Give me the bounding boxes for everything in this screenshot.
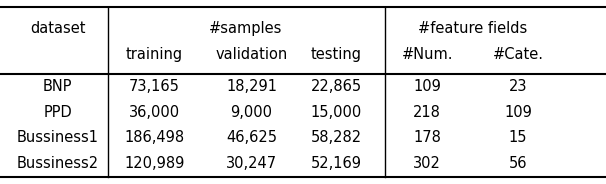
Text: 120,989: 120,989 [124, 156, 185, 171]
Text: 9,000: 9,000 [230, 105, 273, 120]
Text: testing: testing [311, 47, 362, 62]
Text: 178: 178 [413, 130, 441, 146]
Text: 15,000: 15,000 [311, 105, 362, 120]
Text: 302: 302 [413, 156, 441, 171]
Text: BNP: BNP [43, 79, 72, 94]
Text: 36,000: 36,000 [129, 105, 180, 120]
Text: 30,247: 30,247 [226, 156, 277, 171]
Text: 22,865: 22,865 [311, 79, 362, 94]
Text: 46,625: 46,625 [226, 130, 277, 146]
Text: Bussiness2: Bussiness2 [16, 156, 99, 171]
Text: 23: 23 [509, 79, 527, 94]
Text: training: training [126, 47, 183, 62]
Text: #Num.: #Num. [402, 47, 453, 62]
Text: #Cate.: #Cate. [493, 47, 544, 62]
Text: 52,169: 52,169 [311, 156, 362, 171]
Text: #samples: #samples [208, 21, 282, 36]
Text: dataset: dataset [30, 21, 85, 36]
Text: PPD: PPD [43, 105, 72, 120]
Text: 15: 15 [509, 130, 527, 146]
Text: 186,498: 186,498 [124, 130, 185, 146]
Text: 109: 109 [504, 105, 532, 120]
Text: 56: 56 [509, 156, 527, 171]
Text: 18,291: 18,291 [226, 79, 277, 94]
Text: 109: 109 [413, 79, 441, 94]
Text: #feature fields: #feature fields [418, 21, 527, 36]
Text: Bussiness1: Bussiness1 [16, 130, 99, 146]
Text: validation: validation [215, 47, 288, 62]
Text: 218: 218 [413, 105, 441, 120]
Text: 73,165: 73,165 [129, 79, 180, 94]
Text: 58,282: 58,282 [311, 130, 362, 146]
